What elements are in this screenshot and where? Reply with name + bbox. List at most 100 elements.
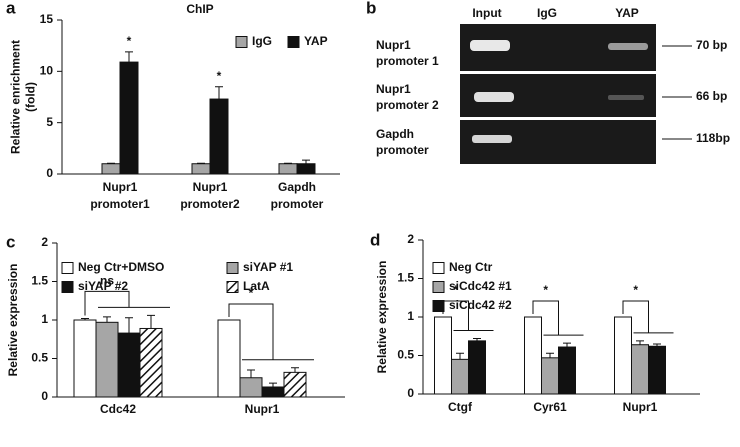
- row-label: Gapdh: [376, 127, 414, 141]
- size-label: 118bp: [696, 131, 730, 145]
- error-bar: [125, 317, 133, 334]
- bar: [558, 346, 576, 395]
- band: [608, 43, 648, 50]
- error-bar: [215, 86, 223, 100]
- bar: [191, 163, 211, 175]
- y-tick-label: 1: [41, 312, 48, 326]
- error-bar: [147, 314, 155, 329]
- legend-swatch: [226, 281, 239, 293]
- annotation: *: [249, 286, 254, 300]
- legend-swatch: [235, 36, 248, 48]
- bar: [524, 316, 542, 395]
- legend-label: IgG: [252, 34, 272, 48]
- bar: [541, 357, 559, 395]
- annotation: *: [127, 34, 132, 48]
- error-bar: [284, 162, 292, 164]
- bar: [101, 163, 121, 175]
- annotation: *: [543, 283, 548, 297]
- y-tick-label: 1.5: [31, 274, 48, 288]
- x-tick-label: Nupr1: [103, 180, 138, 194]
- bar: [239, 377, 263, 398]
- lane-label: IgG: [537, 6, 557, 20]
- annotation: *: [217, 69, 222, 83]
- gel-panel: Input IgG YAP Nupr1 promoter 1 Nupr1 pro…: [376, 6, 730, 164]
- bar: [73, 319, 97, 398]
- y-tick-label: 2: [41, 235, 48, 249]
- band: [470, 40, 510, 51]
- x-tick-label: promoter1: [90, 197, 150, 211]
- bar: [296, 163, 316, 175]
- bracket: [622, 300, 674, 334]
- error-bar: [636, 340, 644, 345]
- legend-label: siYAP #2: [78, 279, 128, 293]
- y-axis-label: Relative expression: [375, 261, 389, 374]
- bracket: [532, 300, 584, 336]
- bar: [451, 358, 469, 395]
- bar: [648, 345, 666, 395]
- error-bar: [563, 342, 571, 348]
- x-tick-label: Cdc42: [100, 402, 136, 416]
- error-bar: [473, 338, 481, 341]
- error-bar: [456, 352, 464, 360]
- band: [472, 135, 512, 143]
- legend-label: siYAP #1: [243, 260, 293, 274]
- bar: [139, 327, 163, 398]
- bar: [217, 319, 241, 398]
- panel-letter: d: [370, 230, 380, 249]
- x-tick-label: Nupr1: [623, 400, 658, 414]
- annotation: ns: [100, 274, 114, 288]
- error-bar: [125, 51, 133, 63]
- y-tick-label: 1: [407, 309, 414, 323]
- error-bar: [269, 382, 277, 387]
- bar: [278, 163, 298, 175]
- panel-letter: c: [6, 232, 15, 251]
- legend-swatch: [61, 262, 74, 274]
- y-tick-label: 0.5: [31, 351, 48, 365]
- error-bar: [653, 343, 661, 347]
- panel-letter: b: [366, 0, 376, 17]
- legend-label: LatA: [243, 279, 270, 293]
- y-axis-label: (fold): [24, 82, 38, 112]
- y-tick-label: 10: [40, 64, 54, 78]
- y-tick-label: 0: [407, 386, 414, 400]
- bar: [95, 321, 119, 398]
- bar: [434, 316, 452, 395]
- legend-swatch: [287, 36, 300, 48]
- error-bar: [197, 162, 205, 164]
- y-tick-label: 0: [41, 389, 48, 403]
- legend-swatch: [226, 262, 239, 274]
- x-tick-label: Gapdh: [278, 180, 316, 194]
- lane-label: Input: [472, 6, 501, 20]
- y-tick-label: 5: [46, 115, 53, 129]
- band: [474, 92, 514, 102]
- size-label: 66 bp: [696, 89, 727, 103]
- legend-label: siCdc42 #1: [449, 279, 512, 293]
- chart-title: ChIP: [186, 2, 213, 16]
- y-axis-label: Relative enrichment: [9, 40, 23, 154]
- bar: [117, 332, 141, 398]
- bracket: [228, 303, 314, 361]
- legend-swatch: [432, 300, 445, 312]
- bar: [261, 386, 285, 398]
- bar: [631, 344, 649, 395]
- error-bar: [247, 369, 255, 378]
- legend-swatch: [432, 281, 445, 293]
- bar: [468, 340, 486, 395]
- x-tick-label: Nupr1: [245, 402, 280, 416]
- error-bar: [302, 159, 310, 164]
- bar: [283, 371, 307, 398]
- y-tick-label: 0: [46, 166, 53, 180]
- annotation: *: [633, 283, 638, 297]
- legend-swatch: [61, 281, 74, 293]
- x-tick-label: Nupr1: [193, 180, 228, 194]
- row-label: promoter 2: [376, 98, 439, 112]
- legend-swatch: [432, 262, 445, 274]
- x-tick-label: promoter: [271, 197, 324, 211]
- legend-label: Neg Ctr: [449, 260, 493, 274]
- band: [608, 95, 644, 100]
- legend-label: Neg Ctr+DMSO: [78, 260, 164, 274]
- x-tick-label: Ctgf: [448, 400, 473, 414]
- x-tick-label: Cyr61: [533, 400, 567, 414]
- y-tick-label: 2: [407, 232, 414, 246]
